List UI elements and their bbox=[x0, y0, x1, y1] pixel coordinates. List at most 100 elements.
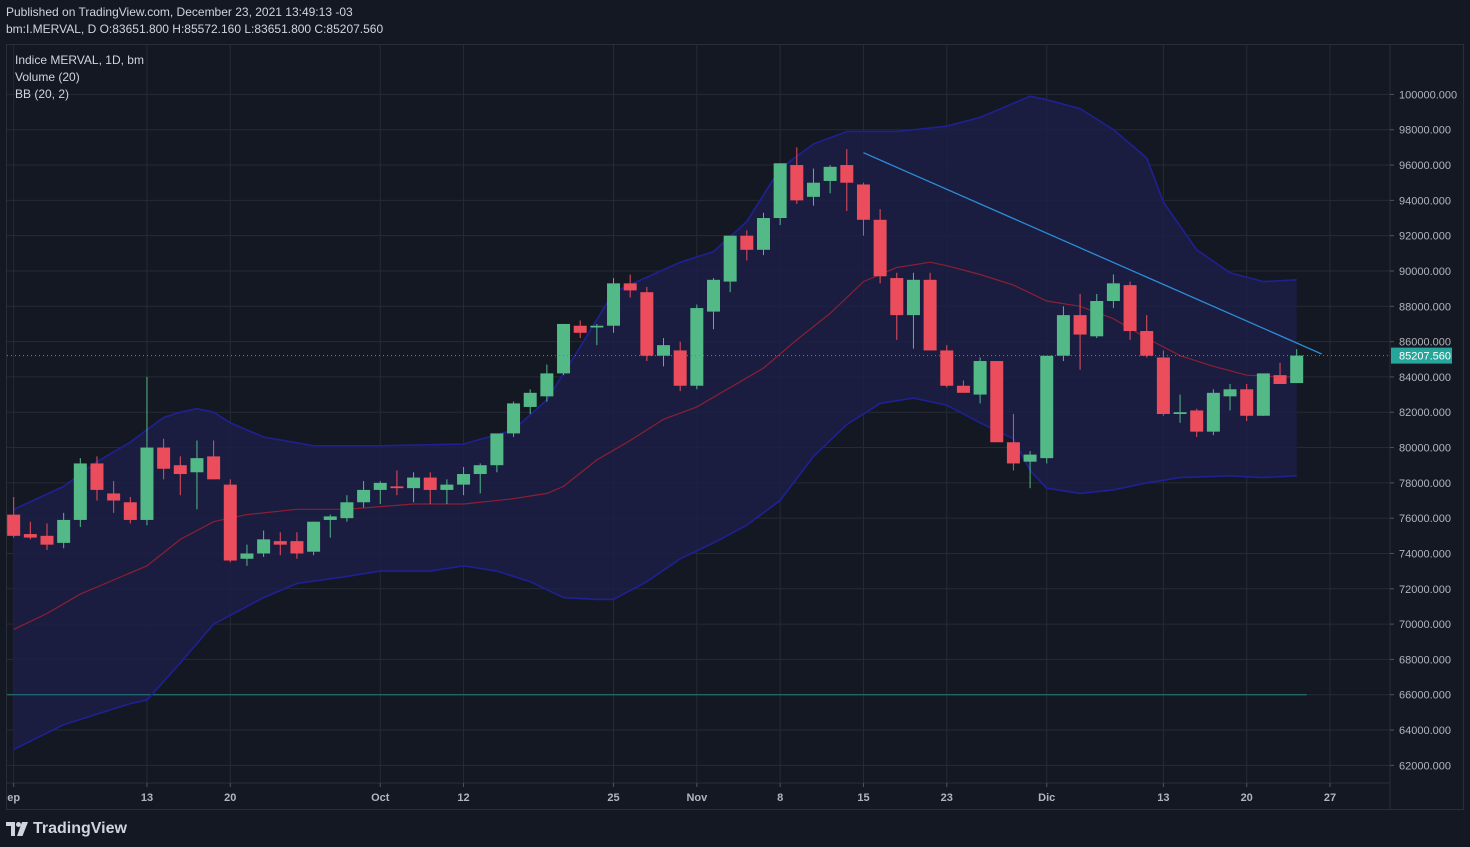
candle[interactable] bbox=[507, 401, 521, 437]
last-price-tag-bg bbox=[1391, 347, 1452, 364]
price-axis[interactable]: 62000.000 64000.000 66000.000 68000.000 7000… bbox=[1389, 45, 1457, 809]
candle[interactable] bbox=[7, 496, 21, 538]
candle[interactable] bbox=[1223, 383, 1237, 411]
time-axis[interactable]: ep 13 20 Oct 12 25 Nov 8 15 23 Dic 13 20 27 bbox=[7, 782, 1390, 804]
candle[interactable] bbox=[1023, 451, 1037, 489]
candle[interactable] bbox=[373, 481, 387, 505]
candle[interactable] bbox=[740, 230, 754, 261]
candle[interactable] bbox=[756, 212, 770, 256]
candle[interactable] bbox=[440, 479, 454, 505]
chart-frame[interactable]: 62000.000 64000.000 66000.000 68000.000 7000… bbox=[6, 44, 1464, 810]
candle[interactable] bbox=[607, 278, 621, 333]
candle[interactable] bbox=[223, 479, 237, 563]
candle[interactable] bbox=[1206, 389, 1220, 436]
candle[interactable] bbox=[173, 456, 187, 496]
candle[interactable] bbox=[107, 481, 121, 513]
candle[interactable] bbox=[557, 323, 571, 376]
candle[interactable] bbox=[1190, 408, 1204, 437]
candles[interactable] bbox=[7, 147, 1304, 566]
trendline[interactable] bbox=[863, 152, 1322, 355]
candle-body bbox=[540, 373, 554, 397]
candle[interactable] bbox=[1056, 306, 1070, 362]
candle[interactable] bbox=[1273, 362, 1287, 384]
candle[interactable] bbox=[1040, 355, 1054, 464]
candle[interactable] bbox=[123, 496, 137, 524]
candle[interactable] bbox=[23, 521, 37, 540]
candle[interactable] bbox=[1156, 350, 1170, 416]
candle[interactable] bbox=[923, 272, 937, 351]
candle[interactable] bbox=[623, 274, 637, 298]
candle[interactable] bbox=[290, 532, 304, 559]
candle[interactable] bbox=[990, 361, 1004, 443]
candle[interactable] bbox=[590, 323, 604, 346]
candle[interactable] bbox=[856, 182, 870, 236]
candle[interactable] bbox=[240, 544, 254, 566]
candle[interactable] bbox=[1090, 293, 1104, 339]
candle[interactable] bbox=[357, 481, 371, 508]
candle[interactable] bbox=[1240, 383, 1254, 422]
candle[interactable] bbox=[390, 470, 404, 496]
candle[interactable] bbox=[523, 389, 537, 414]
candle[interactable] bbox=[340, 495, 354, 522]
candle-body bbox=[690, 308, 704, 386]
candle[interactable] bbox=[573, 320, 587, 339]
candle[interactable] bbox=[773, 163, 787, 226]
tradingview-logo[interactable]: TradingView bbox=[6, 818, 127, 840]
price-tick-label: 84000.000 bbox=[1399, 372, 1451, 384]
candle[interactable] bbox=[190, 440, 204, 510]
candle[interactable] bbox=[323, 514, 337, 538]
candle[interactable] bbox=[873, 209, 887, 284]
candle[interactable] bbox=[257, 530, 271, 558]
candle[interactable] bbox=[906, 272, 920, 349]
price-tick-label: 70000.000 bbox=[1399, 619, 1451, 631]
candle[interactable] bbox=[157, 438, 171, 480]
candle[interactable] bbox=[640, 286, 654, 362]
candle[interactable] bbox=[706, 278, 720, 330]
legend-bb[interactable]: BB (20, 2) bbox=[15, 87, 70, 101]
price-tick-label: 74000.000 bbox=[1399, 548, 1451, 560]
candle[interactable] bbox=[673, 341, 687, 392]
candle[interactable] bbox=[1140, 315, 1154, 358]
candle[interactable] bbox=[940, 345, 954, 388]
candle[interactable] bbox=[473, 463, 487, 494]
candle[interactable] bbox=[806, 168, 820, 206]
candle[interactable] bbox=[890, 272, 904, 340]
candle[interactable] bbox=[956, 380, 970, 393]
candle[interactable] bbox=[490, 433, 504, 473]
candle[interactable] bbox=[823, 165, 837, 194]
candle[interactable] bbox=[1123, 281, 1137, 340]
price-chart[interactable]: 62000.000 64000.000 66000.000 68000.000 7000… bbox=[7, 45, 1463, 809]
candle[interactable] bbox=[423, 472, 437, 505]
legend-volume[interactable]: Volume (20) bbox=[15, 70, 80, 84]
candle-body bbox=[906, 279, 920, 316]
candle[interactable] bbox=[690, 304, 704, 390]
candle[interactable] bbox=[1290, 349, 1304, 384]
candle-body bbox=[723, 235, 737, 282]
candle[interactable] bbox=[57, 512, 71, 549]
candle[interactable] bbox=[73, 458, 87, 527]
candle[interactable] bbox=[1256, 373, 1270, 416]
candle[interactable] bbox=[973, 357, 987, 404]
candle[interactable] bbox=[657, 338, 671, 367]
candle[interactable] bbox=[1073, 293, 1087, 370]
candle[interactable] bbox=[207, 440, 221, 480]
candle[interactable] bbox=[540, 364, 554, 402]
candle[interactable] bbox=[1006, 414, 1020, 471]
candle[interactable] bbox=[1173, 394, 1187, 423]
candle[interactable] bbox=[90, 456, 104, 501]
time-tick-label: 20 bbox=[224, 792, 236, 804]
legend-symbol[interactable]: Indice MERVAL, 1D, bm bbox=[15, 53, 144, 67]
resistance-trendline[interactable] bbox=[863, 152, 1322, 355]
candle-body bbox=[623, 283, 637, 291]
candle[interactable] bbox=[273, 532, 287, 556]
candle[interactable] bbox=[723, 235, 737, 293]
candle-body bbox=[923, 279, 937, 351]
candle[interactable] bbox=[457, 466, 471, 496]
candle[interactable] bbox=[307, 521, 321, 556]
candle[interactable] bbox=[140, 376, 154, 526]
candle[interactable] bbox=[1106, 274, 1120, 309]
candle[interactable] bbox=[407, 472, 421, 503]
candle[interactable] bbox=[40, 523, 54, 550]
candle[interactable] bbox=[840, 149, 854, 211]
candle[interactable] bbox=[790, 147, 804, 204]
